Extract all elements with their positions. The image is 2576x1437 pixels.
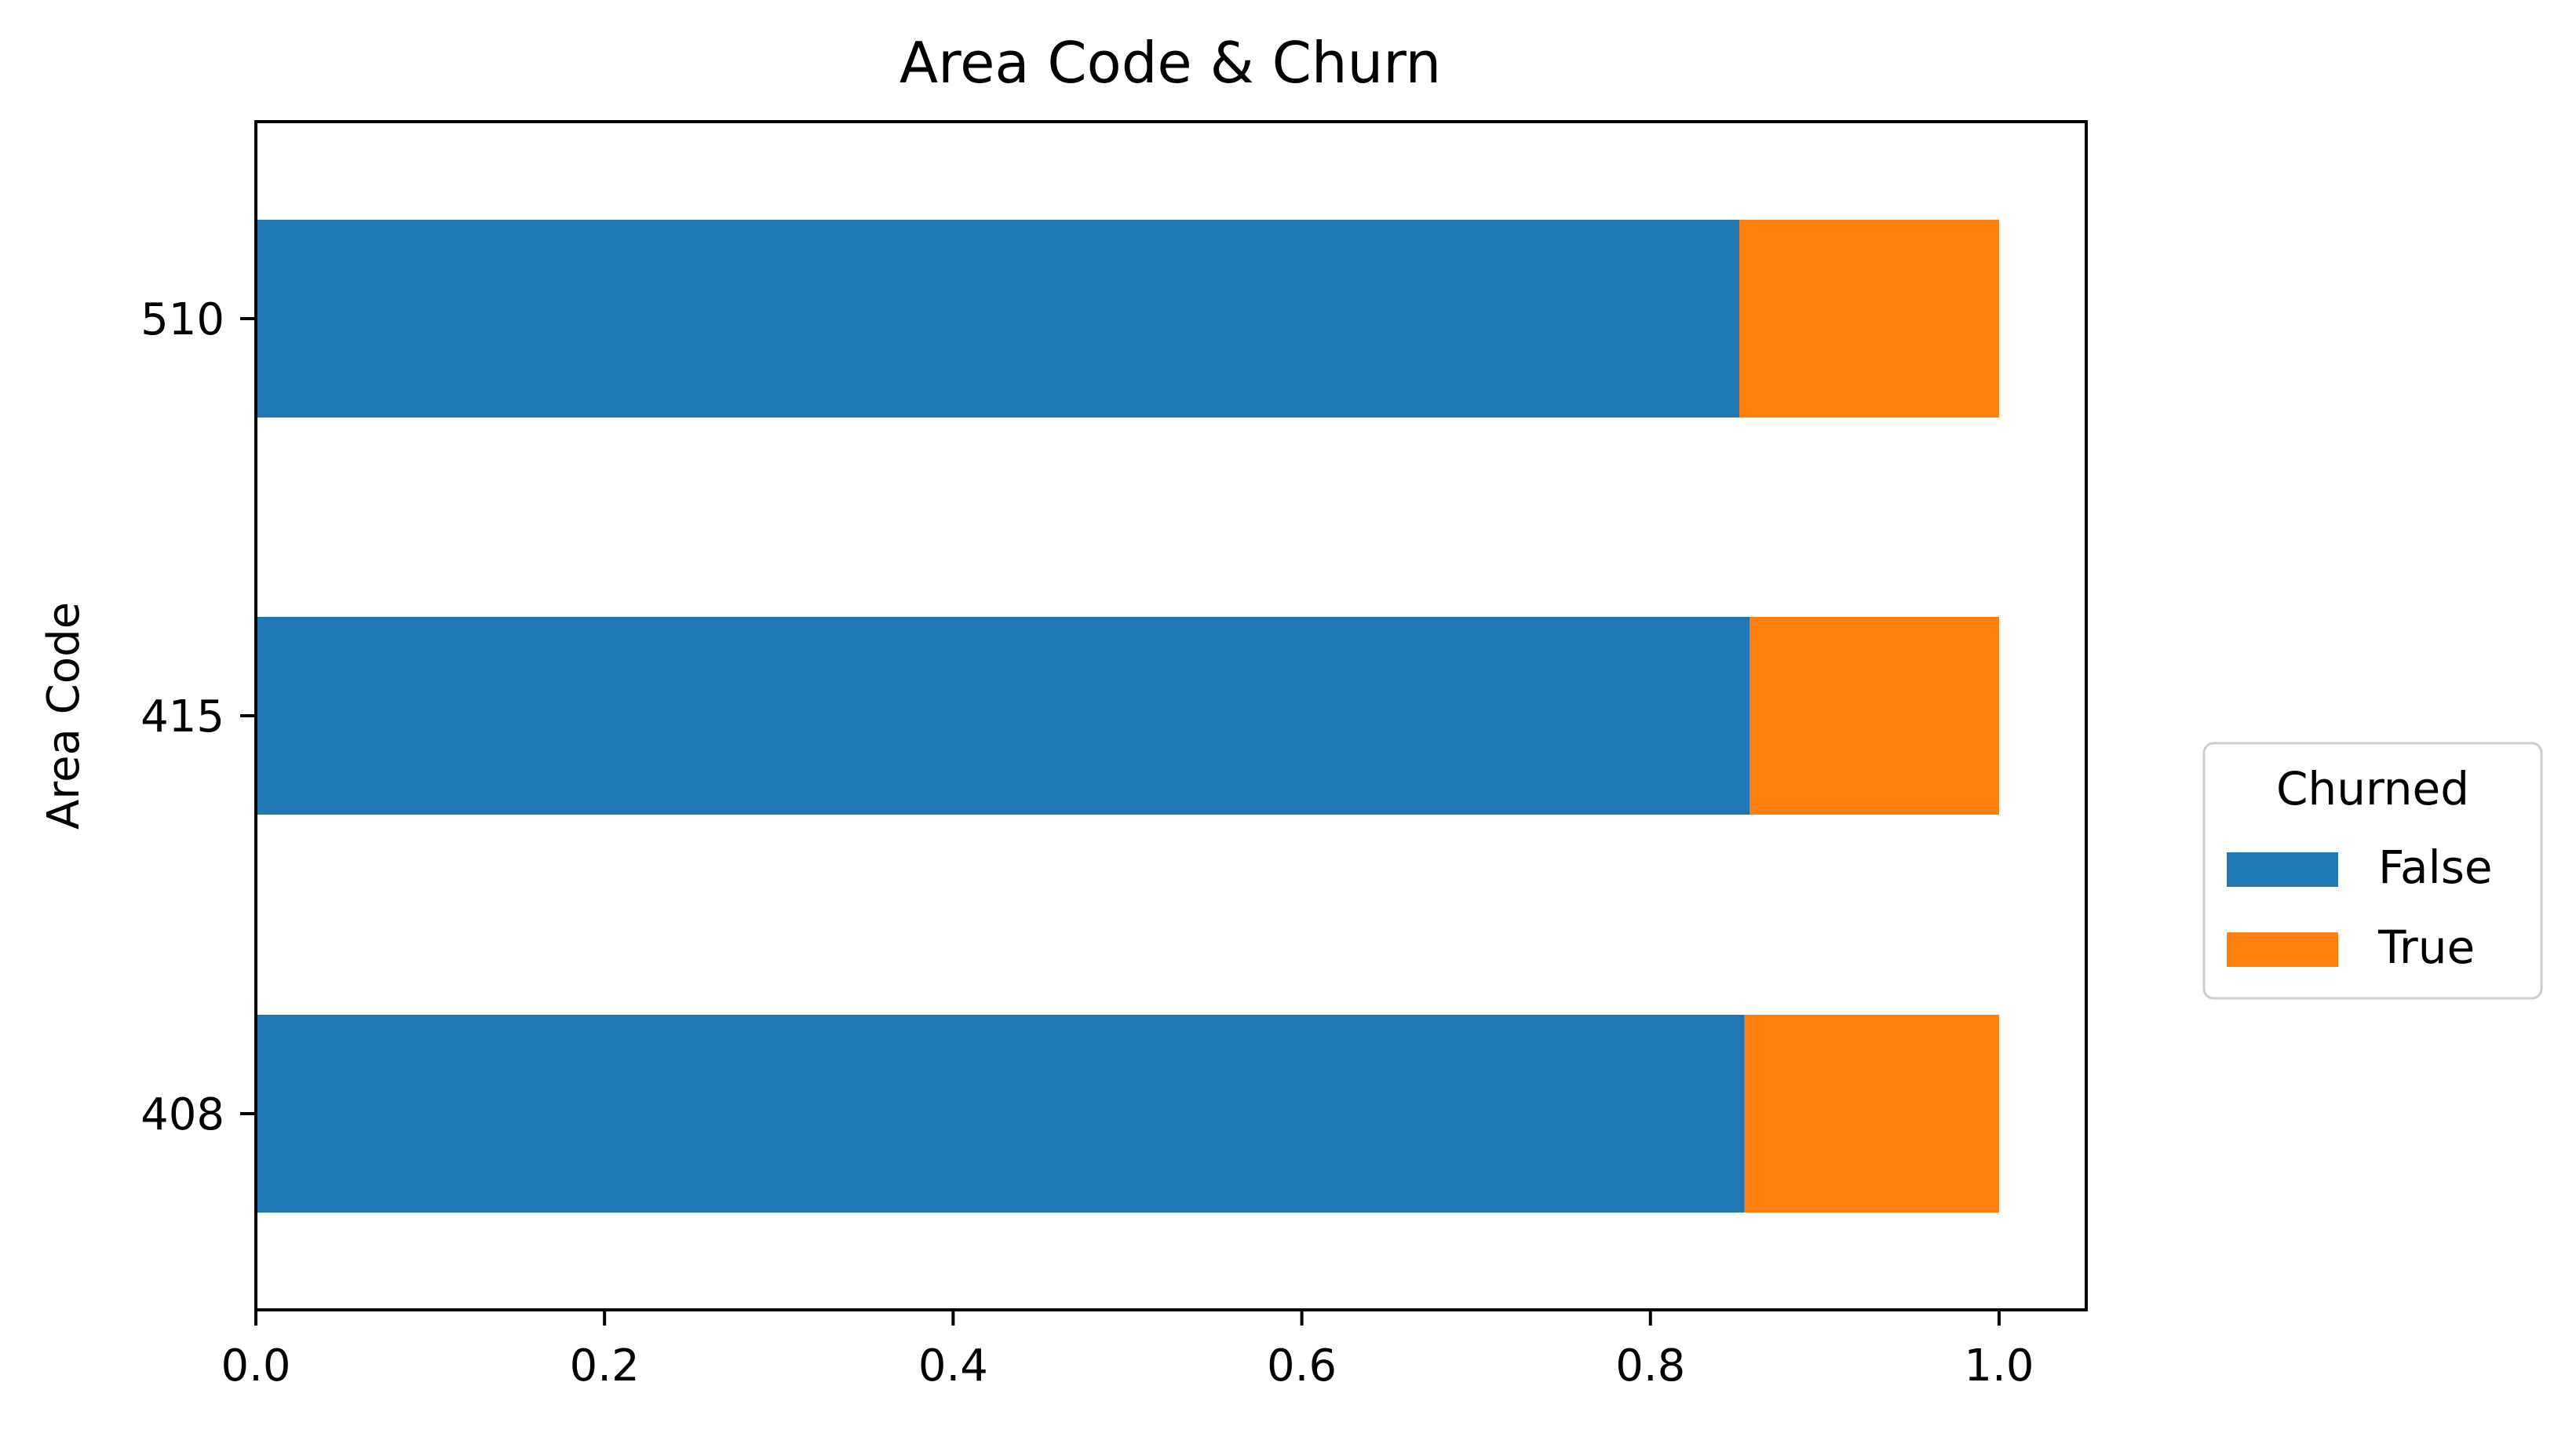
legend-title: Churned: [2276, 762, 2469, 815]
x-tick-label: 0.8: [1615, 1340, 1685, 1391]
x-tick-label: 0.6: [1267, 1340, 1337, 1391]
bar-415-false: [256, 617, 1750, 815]
x-tick-label: 0.0: [221, 1340, 290, 1391]
legend-entries: False True: [2227, 841, 2493, 974]
y-axis-ticks: 408 415 510: [140, 294, 256, 1140]
x-tick-label: 1.0: [1964, 1340, 2034, 1391]
legend: Churned False True: [2202, 742, 2543, 1000]
chart-title: Area Code & Churn: [899, 30, 1441, 96]
bar-510-true: [1739, 220, 1999, 418]
bar-408-true: [1744, 1015, 1999, 1213]
x-tick-label: 0.4: [918, 1340, 988, 1391]
bar-510-false: [256, 220, 1740, 418]
legend-label-false: False: [2378, 841, 2493, 894]
y-tick-label: 408: [140, 1089, 224, 1140]
bars: [256, 220, 1999, 1213]
x-tick-label: 0.2: [570, 1340, 640, 1391]
legend-swatch-false: [2227, 852, 2338, 887]
legend-swatch-true: [2227, 932, 2338, 967]
y-tick-label: 415: [140, 691, 224, 742]
plot-area-frame: [254, 120, 2088, 1311]
bar-415-true: [1750, 617, 1999, 815]
y-axis-label: Area Code: [38, 602, 89, 830]
y-tick-label: 510: [140, 294, 224, 345]
legend-label-true: True: [2377, 921, 2475, 974]
x-axis-ticks: 0.0 0.2 0.4 0.6 0.8 1.0: [221, 1310, 2034, 1391]
bar-408-false: [256, 1015, 1745, 1213]
